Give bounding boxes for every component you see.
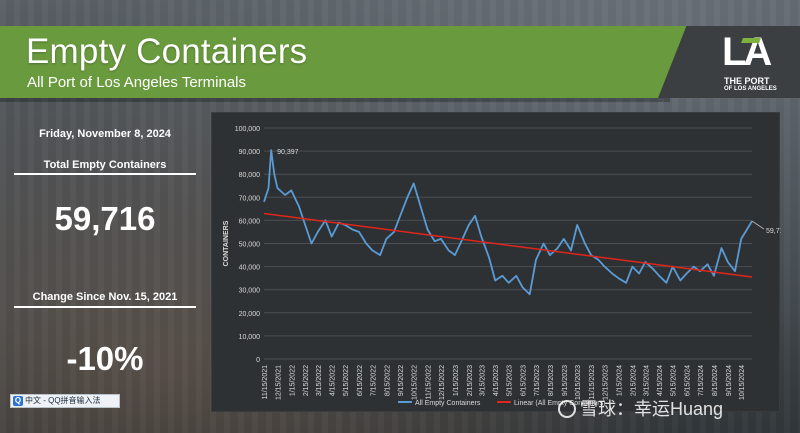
x-tick-label: 10/15/2024 (739, 365, 746, 400)
logo-text-line1: THE PORT (724, 76, 770, 86)
x-tick-label: 10/15/2023 (575, 365, 582, 400)
total-empty-label: Total Empty Containers (43, 159, 167, 171)
divider (14, 173, 196, 175)
x-tick-label: 6/15/2024 (685, 365, 692, 396)
x-tick-label: 8/15/2022 (384, 365, 391, 396)
x-tick-label: 11/15/2021 (262, 365, 269, 400)
y-tick-label: 90,000 (239, 149, 261, 156)
x-tick-label: 7/15/2024 (698, 365, 705, 396)
x-tick-label: 12/15/2022 (439, 365, 446, 400)
y-axis-title: CONTAINERS (223, 220, 230, 266)
y-tick-label: 30,000 (239, 288, 261, 295)
x-tick-label: 3/15/2022 (316, 365, 323, 396)
x-tick-label: 12/15/2023 (603, 365, 610, 400)
x-tick-label: 8/15/2024 (712, 365, 719, 396)
header-shadow (0, 98, 670, 102)
x-tick-label: 5/15/2023 (507, 365, 514, 396)
chart-panel: 0 10,000 20,000 30,000 40,000 50,000 60,000 70,… (211, 112, 788, 412)
y-tick-label: 60,000 (239, 218, 261, 225)
y-tick-label: 20,000 (239, 311, 261, 318)
y-tick-label: 100,000 (235, 126, 260, 133)
x-tick-label: 6/15/2023 (521, 365, 528, 396)
report-date: Friday, November 8, 2024 (39, 128, 171, 140)
y-tick-label: 80,000 (239, 172, 261, 179)
x-tick-label: 1/15/2023 (453, 365, 460, 396)
x-tick-label: 8/15/2023 (548, 365, 555, 396)
y-tick-label: 10,000 (239, 334, 261, 341)
x-tick-label: 7/15/2023 (534, 365, 541, 396)
x-tick-label: 9/15/2023 (562, 365, 569, 396)
legend-label-all-empty: All Empty Containers (415, 400, 481, 407)
port-logo: LA (722, 30, 772, 74)
empty-containers-chart: 0 10,000 20,000 30,000 40,000 50,000 60,000 70,… (223, 126, 788, 407)
x-tick-label: 9/15/2024 (726, 365, 733, 396)
ime-toolbar[interactable]: Q 中文 - QQ拼音输入法 (10, 394, 120, 408)
x-tick-label: 4/15/2024 (657, 365, 664, 396)
change-label: Change Since Nov. 15, 2021 (32, 291, 178, 303)
y-tick-label: 50,000 (239, 242, 261, 249)
x-tick-label: 11/15/2023 (589, 365, 596, 400)
x-tick-label: 4/15/2023 (493, 365, 500, 396)
x-tick-label: 1/15/2024 (616, 365, 623, 396)
logo-accent (741, 38, 761, 43)
change-value: -10% (66, 340, 144, 377)
x-tick-label: 7/15/2022 (370, 365, 377, 396)
latest-annotation: 59,716 (766, 228, 781, 235)
y-tick-label: 40,000 (239, 265, 261, 272)
x-tick-label: 2/15/2022 (303, 365, 310, 396)
logo-text-line2: OF LOS ANGELES (724, 86, 777, 92)
ime-label: 中文 - QQ拼音输入法 (25, 396, 101, 405)
divider (14, 306, 196, 308)
watermark: 雪球：幸运Huang (558, 395, 723, 421)
x-tick-label: 10/15/2022 (412, 365, 419, 400)
watermark-text: 雪球：幸运Huang (580, 399, 724, 419)
total-empty-value: 59,716 (54, 200, 156, 237)
latest-annotation-leader (751, 220, 765, 230)
x-tick-label: 6/15/2022 (357, 365, 364, 396)
x-tick-label: 5/15/2024 (671, 365, 678, 396)
qq-pinyin-icon: Q (13, 396, 23, 406)
page-subtitle: All Port of Los Angeles Terminals (27, 74, 247, 91)
x-tick-label: 9/15/2022 (398, 365, 405, 396)
snowball-logo-icon (558, 400, 576, 418)
x-tick-label: 1/15/2022 (289, 365, 296, 396)
header-banner (0, 26, 690, 98)
peak-annotation: 90,397 (277, 149, 299, 156)
trend-line (263, 212, 753, 278)
y-tick-label: 0 (256, 357, 260, 364)
x-tick-label: 2/15/2023 (467, 365, 474, 396)
x-tick-label: 5/15/2022 (343, 365, 350, 396)
series-line-all-empty-containers (263, 149, 753, 296)
x-tick-label: 3/15/2023 (479, 365, 486, 396)
x-tick-label: 11/15/2022 (426, 365, 433, 400)
page-title: Empty Containers (26, 32, 308, 71)
x-tick-label: 12/15/2021 (275, 365, 282, 400)
logo-panel (658, 26, 800, 98)
y-tick-label: 70,000 (239, 195, 261, 202)
x-tick-label: 3/15/2024 (643, 365, 650, 396)
x-tick-label: 4/15/2022 (330, 365, 337, 396)
x-tick-label: 2/15/2024 (630, 365, 637, 396)
